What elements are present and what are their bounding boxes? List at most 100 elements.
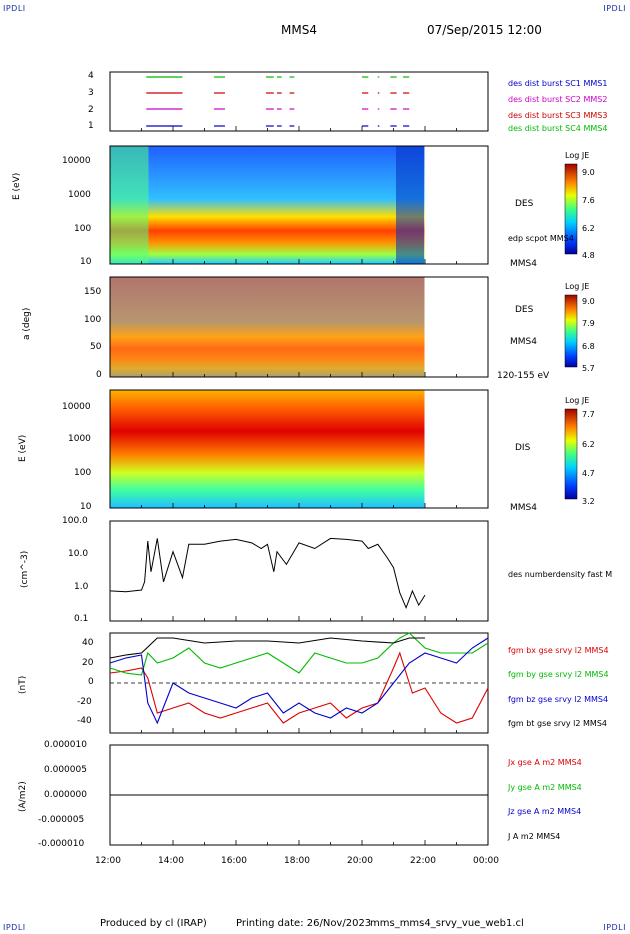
burst-intervals (146, 76, 410, 127)
p2-overlay-label: edp scpot MMS4 (508, 234, 574, 243)
p1-legend-mms3: des dist burst SC3 MMS3 (508, 111, 608, 120)
p6-ytick-20: 20 (82, 658, 94, 668)
bfield-series-3 (109, 637, 425, 659)
time-tick-1800: 18:00 (284, 856, 310, 866)
p4-cb-tick-3: 3.2 (582, 497, 595, 506)
p3-energy-range: 120-155 eV (497, 371, 550, 381)
time-tick-2000: 20:00 (347, 856, 373, 866)
footer-printing-date: Printing date: 26/Nov/2023 (236, 918, 372, 929)
corner-label-top-left: IPDLI (3, 4, 26, 13)
p6-legend-bx: fgm bx gse srvy l2 MMS4 (508, 646, 609, 655)
p4-ytick-100: 100 (74, 468, 92, 478)
p3-sc-label: MMS4 (510, 337, 537, 347)
p7-legend-j: J A m2 MMS4 (508, 832, 561, 841)
p5-ytick-1: 1.0 (74, 582, 89, 592)
spacecraft-title: MMS4 (281, 23, 317, 37)
p5-ytick-0-1: 0.1 (74, 614, 89, 624)
p3-cb-tick-2: 6.8 (582, 342, 595, 351)
p1-ytick-2: 2 (88, 105, 94, 115)
p4-cb-tick-2: 4.7 (582, 469, 595, 478)
p7-ytick-3: 0.000000 (44, 790, 87, 800)
density-plot (109, 537, 426, 610)
p4-sc-label: MMS4 (510, 503, 537, 513)
p7-ytick-1: 0.000010 (44, 740, 87, 750)
p3-cb-tick-0: 9.0 (582, 297, 595, 306)
p1-legend-mms4: des dist burst SC4 MMS4 (508, 124, 608, 133)
bfield-series-0 (109, 651, 489, 724)
datetime-title: 07/Sep/2015 12:00 (427, 23, 542, 37)
axis-ticks (109, 126, 489, 845)
p7-ylabel: (A/m2) (18, 781, 28, 812)
p2-cb-tick-1: 7.6 (582, 196, 595, 205)
p2-colorbar-title: Log JE (565, 151, 590, 160)
p7-ytick-2: 0.000005 (44, 765, 87, 775)
p3-ytick-150: 150 (84, 287, 102, 297)
p6-ytick-40: 40 (82, 638, 94, 648)
corner-label-bottom-left: IPDLI (3, 923, 26, 932)
dis-energy-spectrogram (110, 390, 425, 508)
time-tick-2200: 22:00 (410, 856, 436, 866)
p1-legend-mms2: des dist burst SC2 MMS2 (508, 95, 608, 104)
p2-cb-tick-2: 6.2 (582, 224, 595, 233)
p6-ylabel: (nT) (18, 675, 28, 694)
p4-ytick-10000: 10000 (62, 402, 91, 412)
p3-ytick-0: 0 (96, 370, 102, 380)
colorbar-des-pitch (564, 294, 578, 368)
p7-legend-jy: Jy gse A m2 MMS4 (508, 783, 582, 792)
p6-ytick-m40: -40 (77, 716, 92, 726)
bfield-series-1 (109, 632, 489, 676)
p5-ytick-100: 100.0 (62, 516, 88, 526)
p2-cb-tick-3: 4.8 (582, 251, 595, 260)
footer-produced-by: Produced by cl (IRAP) (100, 918, 207, 929)
colorbar-des-energy (564, 163, 578, 255)
density-series-line (109, 537, 426, 610)
bfield-series-2 (109, 637, 489, 725)
p5-ylabel: (cm^-3) (20, 550, 30, 588)
p1-ytick-1: 1 (88, 121, 94, 131)
p7-ytick-5: -0.000010 (38, 839, 85, 849)
p4-ylabel: E (eV) (18, 434, 28, 462)
p7-legend-jz: Jz gse A m2 MMS4 (508, 807, 582, 816)
p2-ytick-10: 10 (80, 257, 92, 267)
p2-ytick-10000: 10000 (62, 156, 91, 166)
des-energy-spectrogram (110, 146, 425, 264)
corner-label-bottom-right: IPDLI (603, 923, 626, 932)
p2-ylabel: E (eV) (12, 172, 22, 200)
p1-ytick-4: 4 (88, 71, 94, 81)
time-tick-1200: 12:00 (95, 856, 121, 866)
time-tick-1600: 16:00 (221, 856, 247, 866)
des-pitch-spectrogram-shade (110, 277, 425, 377)
p1-legend-mms1: des dist burst SC1 MMS1 (508, 79, 608, 88)
footer-script: mms_mms4_srvy_vue_web1.cl (370, 918, 524, 929)
p4-ytick-1000: 1000 (68, 434, 91, 444)
p7-ytick-4: -0.000005 (38, 815, 85, 825)
p5-legend: des numberdensity fast M (508, 570, 613, 579)
p3-cb-tick-1: 7.9 (582, 319, 595, 328)
p2-instrument: DES (515, 199, 534, 209)
bfield-plot (109, 632, 489, 725)
p2-sc-label: MMS4 (510, 259, 537, 269)
p4-cb-tick-1: 6.2 (582, 440, 595, 449)
p3-ytick-50: 50 (90, 342, 102, 352)
p3-ytick-100: 100 (84, 315, 102, 325)
time-tick-1400: 14:00 (158, 856, 184, 866)
p7-legend-jx: Jx gse A m2 MMS4 (508, 758, 582, 767)
p6-legend-bt: fgm bt gse srvy l2 MMS4 (508, 719, 607, 728)
colorbar-dis-energy (564, 408, 578, 500)
p5-ytick-10: 10.0 (68, 549, 89, 559)
corner-label-top-right: IPDLI (603, 4, 626, 13)
p4-instrument: DIS (515, 443, 531, 453)
p4-colorbar-title: Log JE (565, 396, 590, 405)
des-spectrogram-late-region (396, 146, 424, 264)
p2-ytick-100: 100 (74, 224, 92, 234)
p4-cb-tick-0: 7.7 (582, 410, 595, 419)
p3-colorbar-title: Log JE (565, 282, 590, 291)
p2-ytick-1000: 1000 (68, 190, 91, 200)
p6-ytick-m20: -20 (77, 697, 92, 707)
p2-cb-tick-0: 9.0 (582, 168, 595, 177)
p6-ytick-0: 0 (88, 677, 94, 687)
panel-burst-frame (109, 71, 489, 132)
time-tick-0000: 00:00 (473, 856, 499, 866)
p6-legend-bz: fgm bz gse srvy l2 MMS4 (508, 695, 609, 704)
